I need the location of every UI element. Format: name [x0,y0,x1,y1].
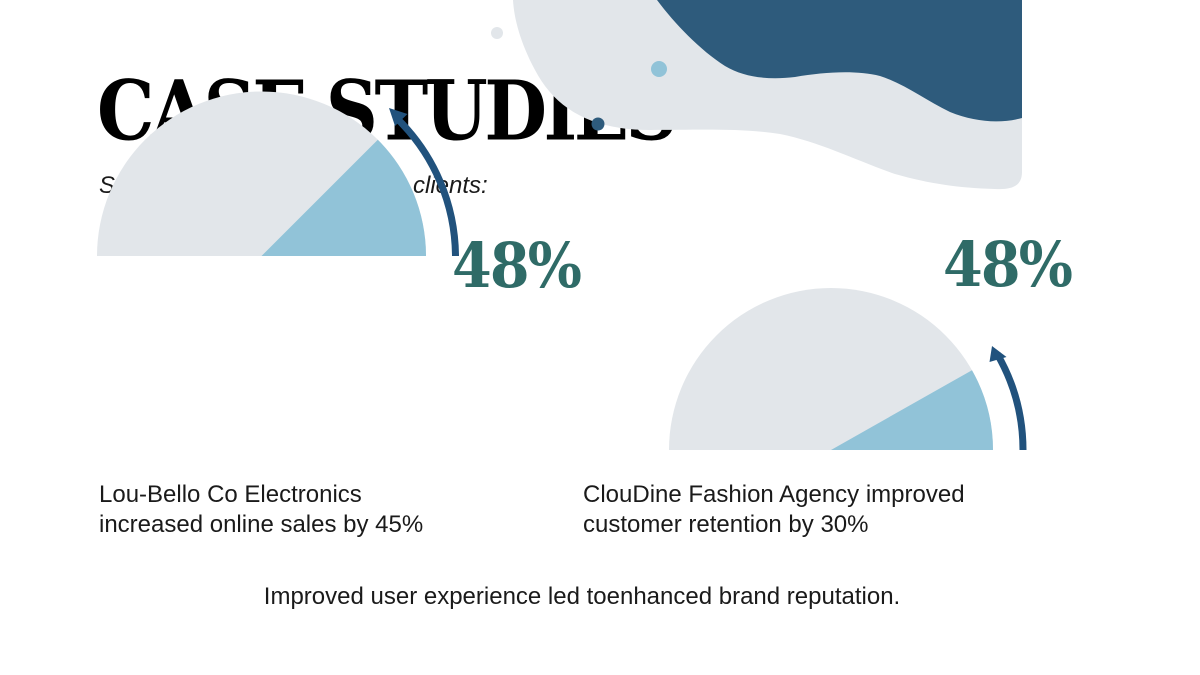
gauge-fill-wedge [261,139,426,256]
light-blue-dot [651,61,667,77]
stat-value-2: 48% [943,228,1073,301]
grey-dot [491,27,503,39]
description-line: ClouDine Fashion Agency improved [583,481,965,508]
dark-wave-blob [657,0,1022,122]
dark-blue-dot [591,117,605,131]
case-study-description-1: Lou-Bello Co Electronics increased onlin… [99,480,499,540]
footer-summary: Improved user experience led toenhanced … [263,583,901,610]
curved-up-arrow-icon [394,116,459,257]
gauge-chart-1 [97,91,459,257]
gauge-chart-2 [669,288,1027,451]
description-line: Lou-Bello Co Electronics [99,481,362,508]
curved-up-arrow-icon [994,352,1027,451]
description-line: increased online sales by 45% [99,511,424,538]
subtitle-end: clients: [413,172,488,199]
stat-value-1: 48% [452,229,582,302]
arrowhead-icon [389,108,408,126]
description-line: customer retention by 30% [583,511,869,538]
gauge-fill-wedge [831,370,993,450]
arrowhead-icon [989,346,1007,362]
case-study-description-2: ClouDine Fashion Agency improved custome… [583,480,1053,540]
